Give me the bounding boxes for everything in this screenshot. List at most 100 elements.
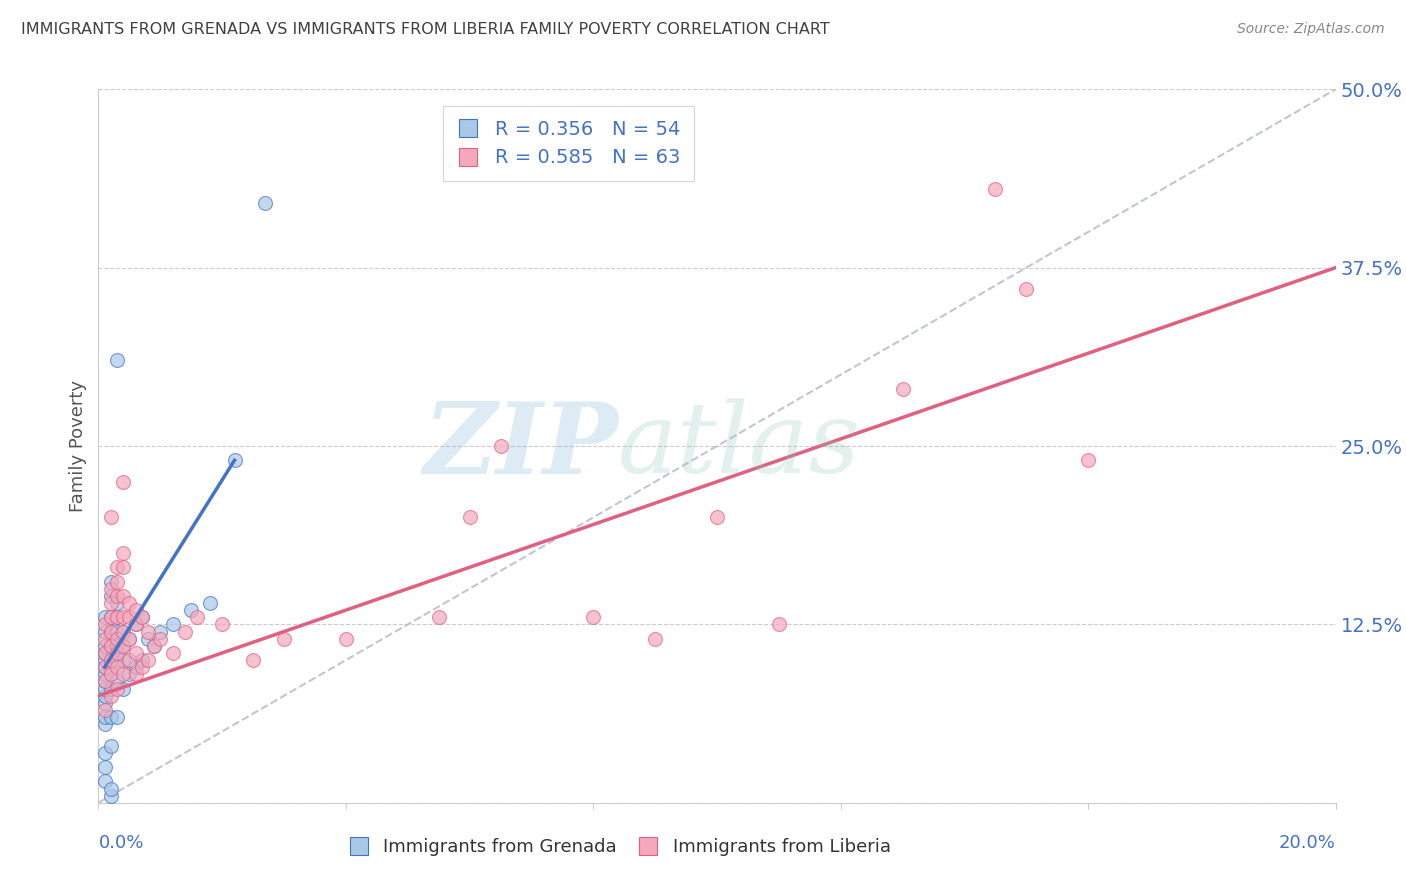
Point	[1077, 453, 1099, 467]
Point	[105, 589, 128, 603]
Point	[112, 624, 135, 639]
Point	[224, 453, 246, 467]
Point	[149, 632, 172, 646]
Point	[93, 681, 115, 696]
Point	[100, 667, 122, 681]
Point	[112, 653, 135, 667]
Point	[93, 703, 115, 717]
Point	[100, 582, 122, 596]
Point	[143, 639, 166, 653]
Point	[112, 639, 135, 653]
Point	[93, 710, 115, 724]
Point	[93, 653, 115, 667]
Point	[105, 632, 128, 646]
Point	[112, 624, 135, 639]
Point	[118, 610, 141, 624]
Point	[100, 667, 122, 681]
Point	[891, 382, 914, 396]
Point	[93, 774, 115, 789]
Point	[93, 617, 115, 632]
Point	[112, 667, 135, 681]
Point	[112, 560, 135, 574]
Point	[136, 632, 159, 646]
Point	[112, 639, 135, 653]
Point	[100, 681, 122, 696]
Point	[100, 789, 122, 803]
Point	[105, 610, 128, 624]
Point	[100, 781, 122, 796]
Point	[118, 632, 141, 646]
Point	[124, 617, 146, 632]
Point	[105, 681, 128, 696]
Point	[136, 624, 159, 639]
Point	[254, 196, 277, 211]
Point	[93, 746, 115, 760]
Point	[93, 660, 115, 674]
Text: ZIP: ZIP	[423, 398, 619, 494]
Point	[105, 574, 128, 589]
Point	[100, 639, 122, 653]
Point	[105, 660, 128, 674]
Point	[100, 653, 122, 667]
Point	[105, 353, 128, 368]
Point	[100, 739, 122, 753]
Point	[124, 603, 146, 617]
Point	[118, 596, 141, 610]
Point	[93, 624, 115, 639]
Point	[582, 610, 605, 624]
Point	[93, 674, 115, 689]
Point	[118, 653, 141, 667]
Point	[211, 617, 233, 632]
Text: 20.0%: 20.0%	[1279, 834, 1336, 852]
Text: Source: ZipAtlas.com: Source: ZipAtlas.com	[1237, 22, 1385, 37]
Point	[93, 610, 115, 624]
Point	[131, 610, 153, 624]
Point	[131, 653, 153, 667]
Point	[100, 589, 122, 603]
Point	[93, 760, 115, 774]
Point	[198, 596, 221, 610]
Point	[124, 646, 146, 660]
Point	[136, 653, 159, 667]
Point	[427, 610, 450, 624]
Point	[93, 632, 115, 646]
Text: atlas: atlas	[619, 399, 860, 493]
Point	[100, 624, 122, 639]
Point	[100, 710, 122, 724]
Point	[100, 610, 122, 624]
Point	[489, 439, 512, 453]
Point	[458, 510, 481, 524]
Point	[93, 717, 115, 731]
Point	[105, 639, 128, 653]
Point	[100, 574, 122, 589]
Point	[105, 710, 128, 724]
Point	[118, 667, 141, 681]
Point	[93, 667, 115, 681]
Point	[143, 639, 166, 653]
Point	[105, 610, 128, 624]
Point	[112, 475, 135, 489]
Point	[186, 610, 208, 624]
Point	[100, 610, 122, 624]
Point	[112, 589, 135, 603]
Point	[984, 182, 1007, 196]
Point	[100, 510, 122, 524]
Point	[112, 681, 135, 696]
Point	[100, 653, 122, 667]
Point	[124, 667, 146, 681]
Point	[149, 624, 172, 639]
Point	[100, 624, 122, 639]
Point	[118, 632, 141, 646]
Point	[100, 639, 122, 653]
Point	[162, 617, 184, 632]
Point	[242, 653, 264, 667]
Point	[105, 646, 128, 660]
Point	[93, 674, 115, 689]
Point	[100, 596, 122, 610]
Point	[105, 624, 128, 639]
Point	[124, 660, 146, 674]
Point	[93, 696, 115, 710]
Point	[93, 646, 115, 660]
Point	[105, 674, 128, 689]
Point	[174, 624, 197, 639]
